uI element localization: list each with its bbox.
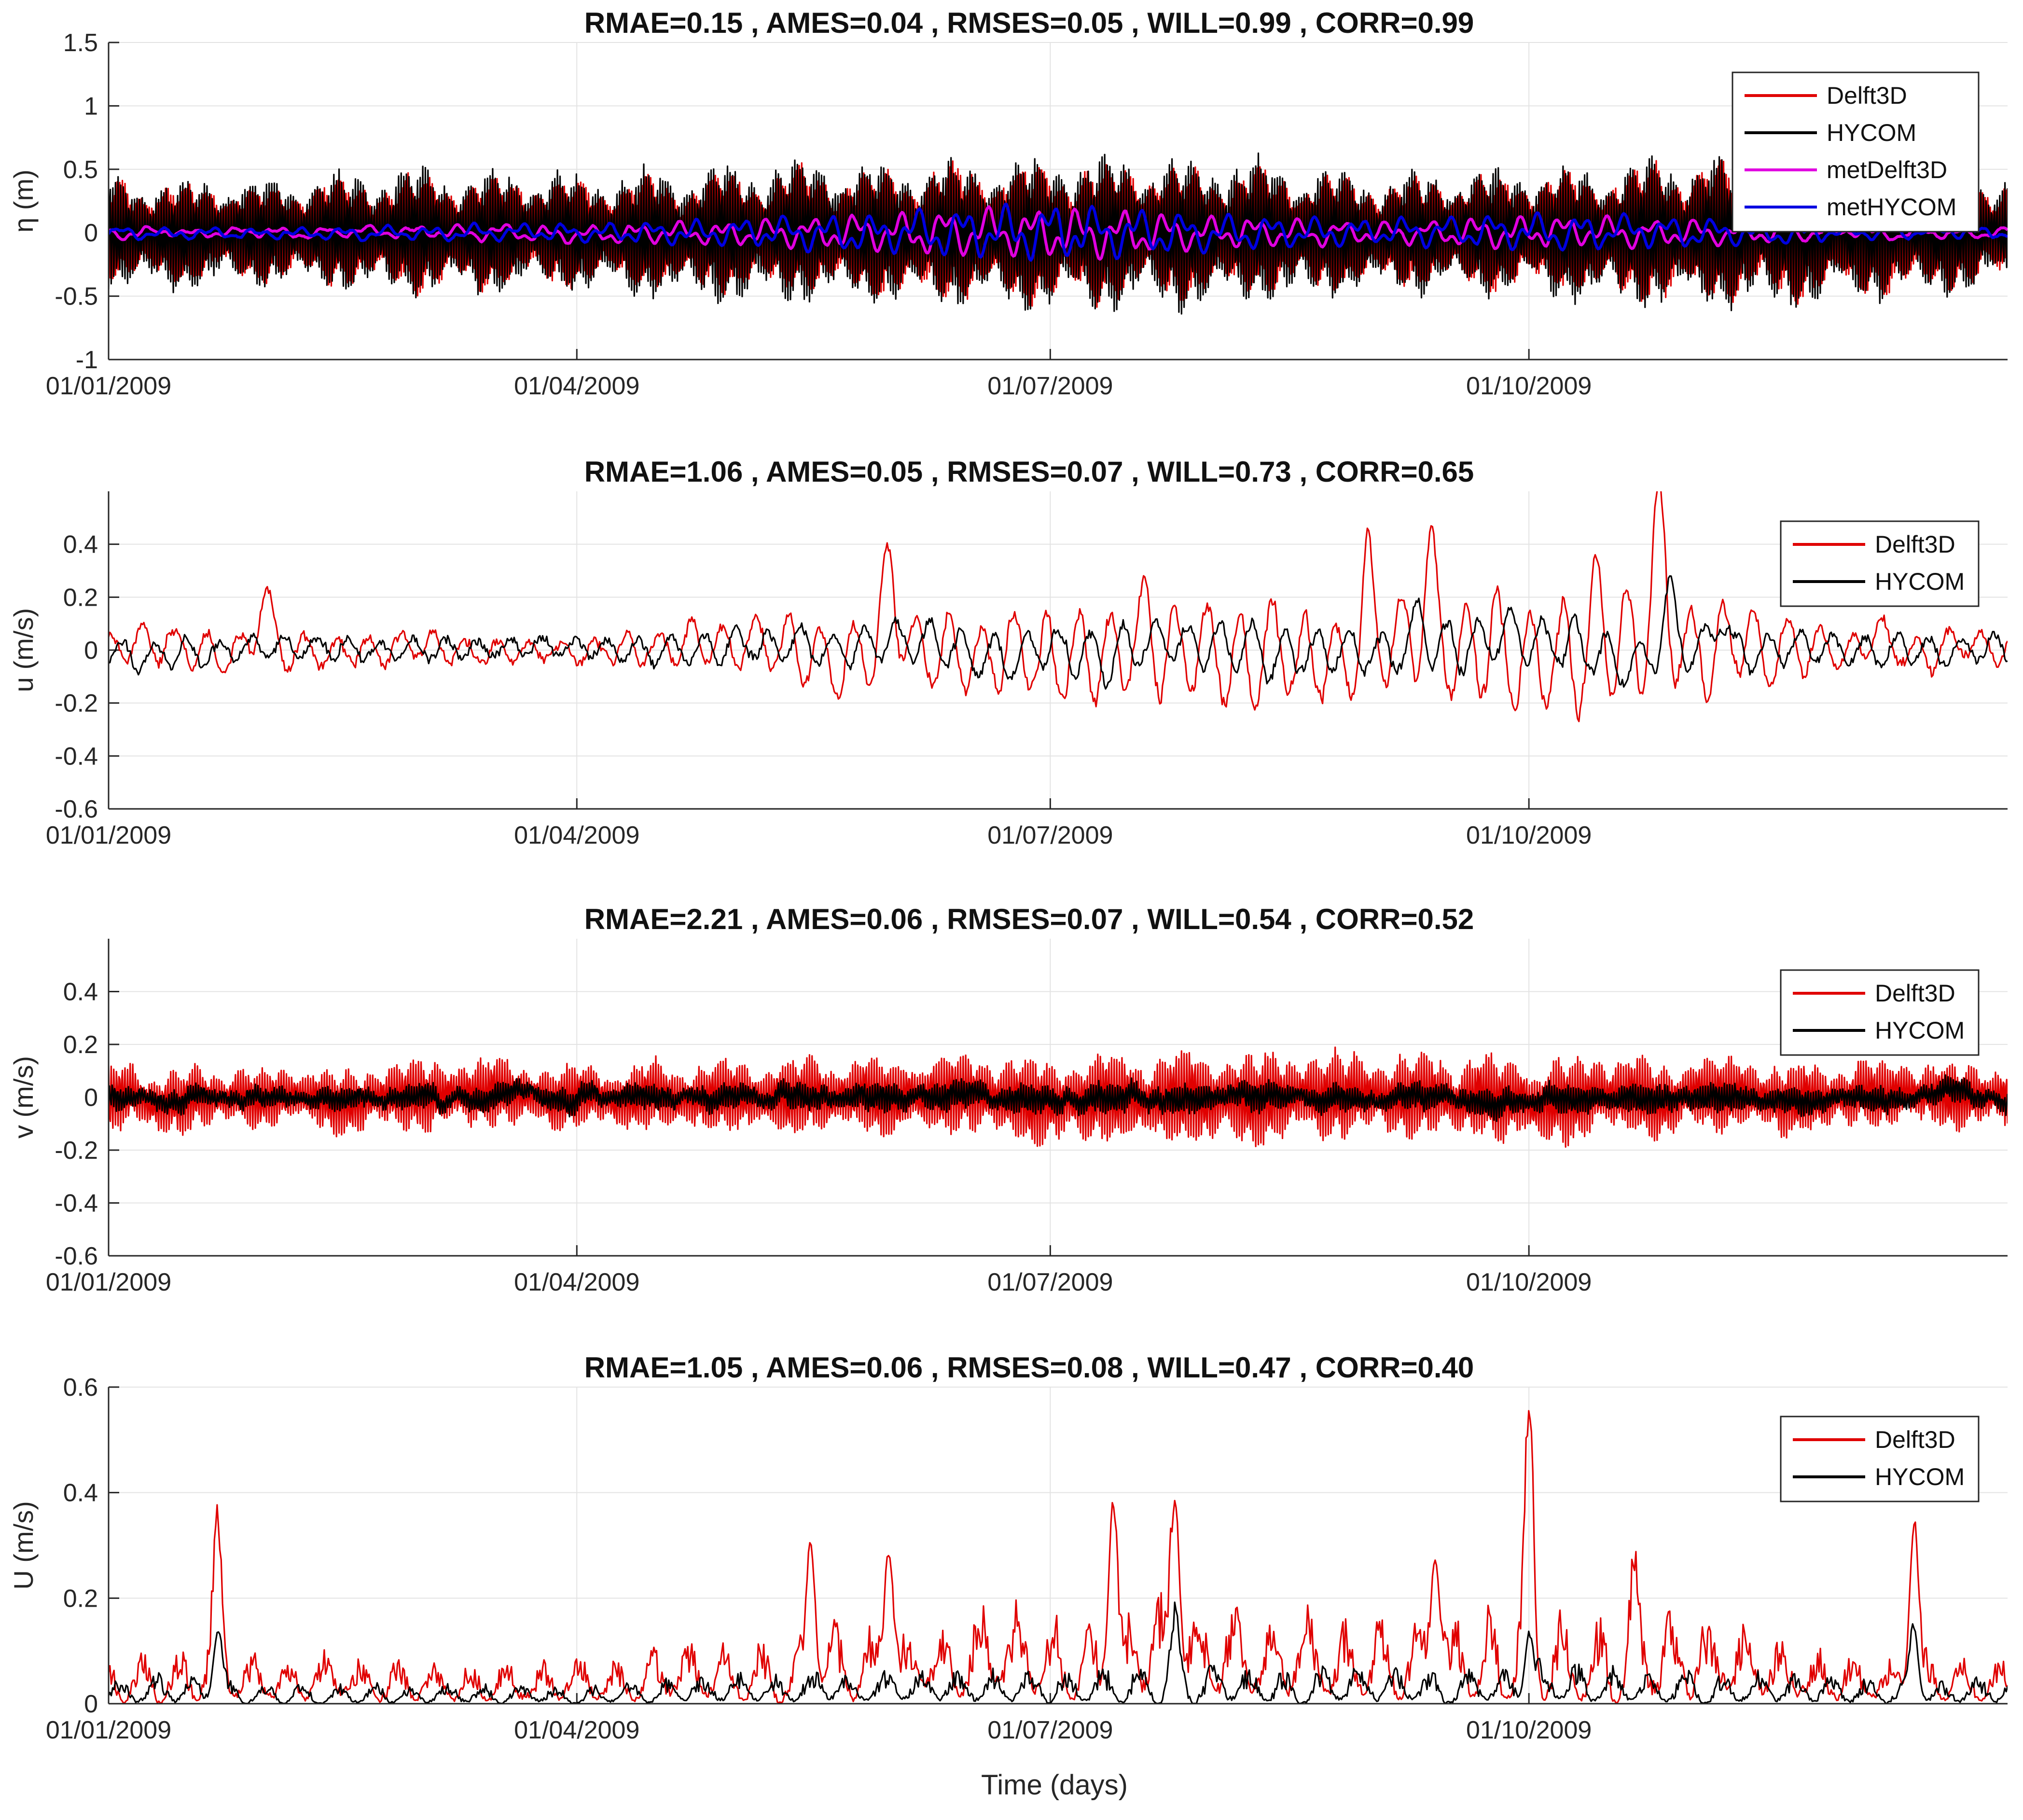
y-tick-label: 0.2 xyxy=(63,584,98,611)
panel-2: 0.4 0.2 0 -0.2 -0.4 -0.601/01/2009 01/04/2009 0… xyxy=(8,456,2008,849)
x-axis-label: Time (days) xyxy=(981,1769,1128,1801)
panel-4: 0.6 0.4 0.2 001/01/2009 01/04/2009 01/07/2009… xyxy=(8,1351,2008,1801)
legend-label-delft3d: Delft3D xyxy=(1827,82,1907,109)
y-tick-label: 0 xyxy=(84,219,98,247)
y-tick-label: 0.4 xyxy=(63,1479,98,1507)
y-tick-label: -0.5 xyxy=(55,283,98,311)
x-tick-label: 01/10/2009 xyxy=(1466,372,1592,400)
legend-label-metdelft3d: metDelft3D xyxy=(1827,156,1947,183)
legend-box xyxy=(1732,71,1980,233)
panel-3: 0.4 0.2 0 -0.2 -0.4 -0.601/01/2009 01/04/2009 0… xyxy=(8,903,2008,1296)
legend-box xyxy=(1780,1416,1980,1502)
series-group xyxy=(109,1410,2008,1704)
y-tick-label: 0.2 xyxy=(63,1584,98,1612)
chart-title: RMAE=0.15 , AMES=0.04 , RMSES=0.05 , WIL… xyxy=(584,7,1474,39)
x-tick-label: 01/01/2009 xyxy=(46,1268,171,1296)
x-tick-label: 01/07/2009 xyxy=(987,821,1113,849)
legend: Delft3D HYCOM xyxy=(1780,969,1980,1056)
legend-label-delft3d: Delft3D xyxy=(1875,531,1955,558)
series-line-delft3d xyxy=(109,1410,2008,1704)
series-group xyxy=(109,1046,2008,1148)
x-tick-label: 01/07/2009 xyxy=(987,1268,1113,1296)
legend-label-delft3d: Delft3D xyxy=(1875,980,1955,1007)
y-tick-label: -0.6 xyxy=(55,795,98,823)
x-tick-label: 01/01/2009 xyxy=(46,821,171,849)
y-tick-label: 1.5 xyxy=(63,29,98,57)
legend: Delft3D HYCOM xyxy=(1780,520,1980,607)
x-tick-label: 01/04/2009 xyxy=(514,372,639,400)
y-axis-label: u (m/s) xyxy=(8,608,39,692)
y-axis-label: η (m) xyxy=(8,169,39,233)
y-tick-label: 0 xyxy=(84,637,98,665)
legend-label-methycom: metHYCOM xyxy=(1827,194,1956,221)
y-tick-label: -0.2 xyxy=(55,690,98,718)
legend-label-hycom: HYCOM xyxy=(1875,568,1965,595)
x-tick-label: 01/10/2009 xyxy=(1466,1268,1592,1296)
y-tick-label: 0.5 xyxy=(63,156,98,184)
chart-title: RMAE=2.21 , AMES=0.06 , RMSES=0.07 , WIL… xyxy=(584,903,1474,935)
series-line-hycom xyxy=(109,575,2008,690)
y-tick-label: -0.4 xyxy=(55,742,98,770)
legend-label-hycom: HYCOM xyxy=(1875,1463,1965,1490)
series-line-methycom xyxy=(109,203,2008,262)
series-line-delft3d xyxy=(109,491,2008,722)
chart-title: RMAE=1.05 , AMES=0.06 , RMSES=0.08 , WIL… xyxy=(584,1351,1474,1384)
legend: Delft3D HYCOM metDelft3D metHYCOM xyxy=(1732,71,1980,233)
legend-label-hycom: HYCOM xyxy=(1827,119,1916,146)
y-tick-label: 0.2 xyxy=(63,1031,98,1059)
y-tick-label: -0.4 xyxy=(55,1190,98,1218)
series-line-hycom xyxy=(109,1074,2008,1122)
y-tick-label: -1 xyxy=(76,346,98,374)
y-tick-label: -0.6 xyxy=(55,1242,98,1270)
y-tick-label: 0.6 xyxy=(63,1374,98,1402)
x-tick-label: 01/01/2009 xyxy=(46,372,171,400)
series-line-hycom xyxy=(109,152,2008,315)
y-tick-label: 0.4 xyxy=(63,978,98,1006)
x-tick-label: 01/07/2009 xyxy=(987,1716,1113,1744)
x-tick-label: 01/04/2009 xyxy=(514,1268,639,1296)
y-axis-label: v (m/s) xyxy=(8,1056,39,1139)
x-tick-label: 01/04/2009 xyxy=(514,821,639,849)
x-tick-label: 01/10/2009 xyxy=(1466,821,1592,849)
y-axis-label: U (m/s) xyxy=(8,1501,39,1590)
chart-title: RMAE=1.06 , AMES=0.05 , RMSES=0.07 , WIL… xyxy=(584,456,1474,488)
panel-1: 1.5 1 0.5 0 -0.5 -101/01/2009 01/04/2009 01/07/… xyxy=(8,7,2008,400)
series-group xyxy=(109,491,2008,722)
legend-label-delft3d: Delft3D xyxy=(1875,1426,1955,1453)
x-tick-label: 01/07/2009 xyxy=(987,372,1113,400)
y-tick-label: 0.4 xyxy=(63,531,98,559)
series-line-hycom xyxy=(109,1601,2008,1704)
y-tick-label: -0.2 xyxy=(55,1137,98,1165)
legend-box xyxy=(1780,520,1980,607)
x-tick-label: 01/10/2009 xyxy=(1466,1716,1592,1744)
x-tick-label: 01/01/2009 xyxy=(46,1716,171,1744)
series-group xyxy=(109,152,2008,315)
x-tick-label: 01/04/2009 xyxy=(514,1716,639,1744)
y-tick-label: 0 xyxy=(84,1084,98,1112)
legend-label-hycom: HYCOM xyxy=(1875,1017,1965,1044)
y-tick-label: 1 xyxy=(84,92,98,120)
legend: Delft3D HYCOM xyxy=(1780,1416,1980,1502)
y-tick-label: 0 xyxy=(84,1690,98,1718)
legend-box xyxy=(1780,969,1980,1056)
